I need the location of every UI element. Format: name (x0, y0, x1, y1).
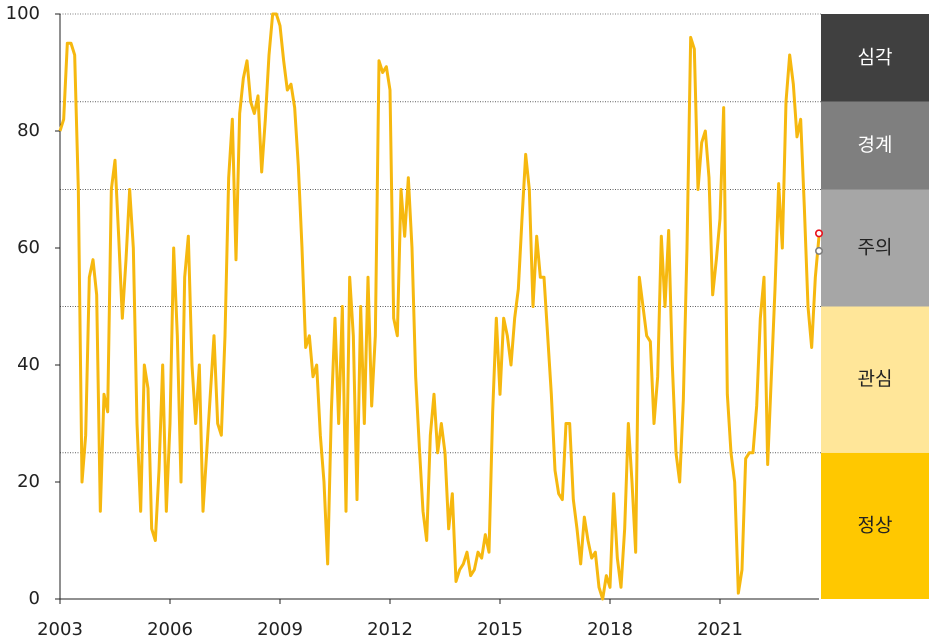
status-band (821, 306, 929, 453)
band-label: 주의 (858, 237, 893, 259)
y-tick-label: 80 (17, 120, 40, 141)
status-band (821, 452, 929, 599)
x-tick-label: 2015 (477, 619, 523, 640)
band-label: 경계 (858, 134, 893, 156)
x-tick-label: 2012 (367, 619, 413, 640)
y-tick-label: 40 (17, 354, 40, 375)
status-band (821, 189, 929, 307)
y-tick-label: 60 (17, 237, 40, 258)
status-band (821, 14, 929, 102)
data-line (58, 12, 821, 601)
x-tick-label: 2003 (37, 619, 83, 640)
y-tick-label: 20 (17, 471, 40, 492)
end-marker (814, 246, 823, 255)
status-band (821, 101, 929, 190)
x-tick-label: 2021 (697, 619, 743, 640)
x-tick-label: 2018 (587, 619, 633, 640)
band-label: 심각 (858, 46, 893, 68)
x-tick-label: 2006 (147, 619, 193, 640)
y-tick-label: 0 (29, 588, 40, 609)
end-marker (814, 229, 823, 238)
band-label: 정상 (858, 514, 893, 536)
x-tick-label: 2009 (257, 619, 303, 640)
band-label: 관심 (858, 368, 893, 390)
y-tick-label: 100 (6, 3, 40, 24)
